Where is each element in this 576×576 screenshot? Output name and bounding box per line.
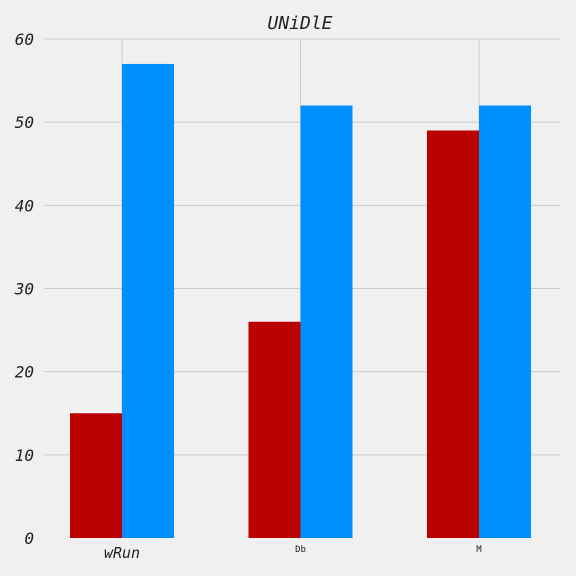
y-tick-label: 60	[15, 30, 34, 49]
x-tick-label: M	[476, 545, 482, 555]
x-tick-label: wRun	[104, 544, 140, 562]
bar-series-2-M	[479, 105, 531, 539]
y-tick-label: 40	[15, 196, 34, 215]
y-tick-label: 20	[15, 363, 34, 382]
bar-series-1-Db	[248, 321, 301, 538]
bar-layer	[70, 63, 531, 539]
x-tick-label: Db	[295, 545, 306, 555]
y-tick-label: 10	[15, 446, 34, 465]
y-axis-ticks: 0 10 20 30 40 50 60	[14, 30, 34, 548]
bar-series-2-wRun	[122, 63, 174, 538]
chart-title: UNiDlE	[267, 13, 332, 34]
bar-series-1-wRun	[70, 413, 122, 538]
y-tick-label: 30	[14, 280, 34, 299]
x-axis-ticks: wRun Db M	[104, 544, 482, 562]
bar-series-2-Db	[300, 105, 353, 539]
y-tick-label: 50	[15, 113, 34, 132]
y-tick-label: 0	[24, 529, 34, 548]
bar-series-1-M	[427, 130, 479, 538]
